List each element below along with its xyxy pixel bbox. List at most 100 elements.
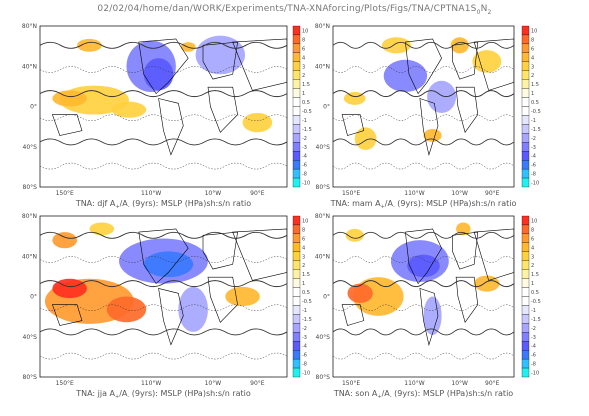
coastline-1	[419, 98, 439, 156]
colorbar-swatch	[521, 177, 530, 188]
colorbar-swatch	[521, 332, 530, 342]
caption-mid: /A	[382, 389, 391, 398]
caption-sub-plus: +	[115, 204, 119, 210]
xtick-label: 150°E	[342, 190, 360, 197]
colorbar-label: 4	[302, 245, 305, 251]
colorbar-swatch	[292, 341, 301, 351]
colorbar-swatch	[292, 61, 301, 71]
field-patch-1	[143, 251, 194, 278]
panel-caption: TNA: djf A+/A- (9yrs): MSLP (HPa)sh:s/n …	[75, 199, 251, 210]
colorbar-label: -3	[302, 335, 307, 341]
colorbar-label: -1.5	[302, 317, 312, 323]
ytick-label: 40°S	[316, 144, 331, 151]
colorbar: 10 8 6 4 3 2 1.5 1 0.5 -0.5 -1 -1.5 -2 -3 -4 -6 -8 -10	[521, 215, 541, 378]
coastline-5	[341, 304, 365, 326]
colorbar-swatch	[292, 332, 301, 342]
colorbar-label: -8	[531, 362, 536, 368]
coastline-2	[452, 41, 479, 80]
ytick-label: 80°S	[23, 374, 38, 381]
colorbar: 10 8 6 4 3 2 1.5 1 0.5 -0.5 -1 -1.5 -2 -3 -4 -6 -8 -10	[292, 215, 312, 378]
title-sub-2: 2	[487, 8, 492, 16]
field-patch-1	[427, 80, 457, 113]
contour-line-2	[40, 280, 287, 288]
field-patch-5	[178, 286, 208, 332]
ytick-label: 0°	[30, 104, 37, 111]
caption-prefix: TNA: djf A	[75, 199, 116, 208]
colorbar-label: 3	[531, 254, 534, 260]
xtick-label: 90°E	[485, 190, 500, 197]
colorbar-label: 6	[302, 236, 305, 242]
contour-line-2	[333, 90, 514, 98]
colorbar-swatch	[292, 350, 301, 360]
colorbar-label: 2	[302, 73, 305, 79]
colorbar-swatch	[292, 88, 301, 98]
colorbar-label: -6	[531, 163, 536, 169]
colorbar-label: 0.5	[302, 100, 310, 106]
colorbar-swatch	[292, 160, 301, 170]
field-patch-8	[89, 222, 115, 236]
ytick-label: 80°S	[316, 374, 331, 381]
colorbar-swatch	[521, 142, 530, 152]
colorbar-swatch	[521, 358, 530, 369]
colorbar-swatch	[292, 177, 301, 188]
xtick-label: 110°W	[141, 380, 161, 387]
colorbar-swatch	[292, 260, 301, 270]
coastline-3	[455, 276, 479, 323]
colorbar-swatch	[521, 314, 530, 324]
caption-sub-minus: -	[128, 204, 130, 210]
xtick-label: 110°W	[404, 190, 424, 197]
colorbar-label: -1.5	[302, 127, 312, 133]
coastline-4	[473, 228, 514, 281]
caption-mid: /A	[385, 199, 394, 208]
colorbar-swatch	[521, 160, 530, 170]
colorbar-label: 6	[302, 46, 305, 52]
field-patch-2	[195, 35, 246, 75]
coastline-5	[341, 114, 365, 136]
colorbar-swatch	[292, 278, 301, 288]
colorbar-swatch	[521, 25, 530, 36]
colorbar-label: -4	[531, 344, 536, 350]
colorbar-swatch	[521, 323, 530, 333]
colorbar-label: 8	[531, 37, 534, 43]
panel-caption: TNA: son A+/A- (9yrs): MSLP (HPa)sh:s/n …	[333, 389, 513, 400]
colorbar-swatch	[292, 296, 301, 306]
colorbar-label: -3	[302, 145, 307, 151]
panel-son: 80°N 40°N 0° 40°S 80°S 150°E 110°W 10°W 90°E TNA:…	[315, 213, 541, 400]
colorbar-swatch	[292, 34, 301, 45]
colorbar-swatch	[521, 251, 530, 261]
colorbar-swatch	[521, 106, 530, 116]
contour-line-5	[40, 352, 287, 360]
field-patch-6	[345, 228, 364, 242]
colorbar-swatch	[292, 305, 301, 315]
coastline-1	[158, 98, 184, 156]
field-patch-5	[111, 101, 147, 118]
colorbar-label: -8	[531, 172, 536, 178]
colorbar-label: -10	[302, 371, 310, 377]
colorbar-swatch	[292, 168, 301, 179]
colorbar-label: 10	[302, 28, 308, 34]
colorbar-label: 1	[302, 91, 305, 97]
contour-line-1	[40, 66, 287, 73]
coastline-3	[207, 86, 238, 133]
colorbar-label: 3	[302, 254, 305, 260]
colorbar-swatch	[521, 79, 530, 89]
ytick-label: 40°N	[22, 63, 37, 70]
colorbar-swatch	[292, 70, 301, 80]
xtick-label: 110°W	[141, 190, 161, 197]
colorbar-swatch	[292, 124, 301, 134]
colorbar-swatch	[521, 215, 530, 226]
plot-content	[333, 222, 514, 360]
colorbar-label: -2	[531, 326, 536, 332]
colorbar-label: -4	[302, 154, 307, 160]
colorbar-swatch	[292, 106, 301, 116]
colorbar-swatch	[292, 25, 301, 36]
field-patch-7	[52, 232, 78, 249]
coastline-0	[138, 38, 189, 95]
coastline-1	[158, 288, 184, 346]
colorbar-label: 2	[302, 263, 305, 269]
colorbar-label: -1.5	[531, 127, 541, 133]
colorbar-swatch	[292, 142, 301, 152]
colorbar-swatch	[292, 133, 301, 143]
title-tail: N	[480, 4, 488, 14]
contour-line-4	[40, 328, 287, 336]
